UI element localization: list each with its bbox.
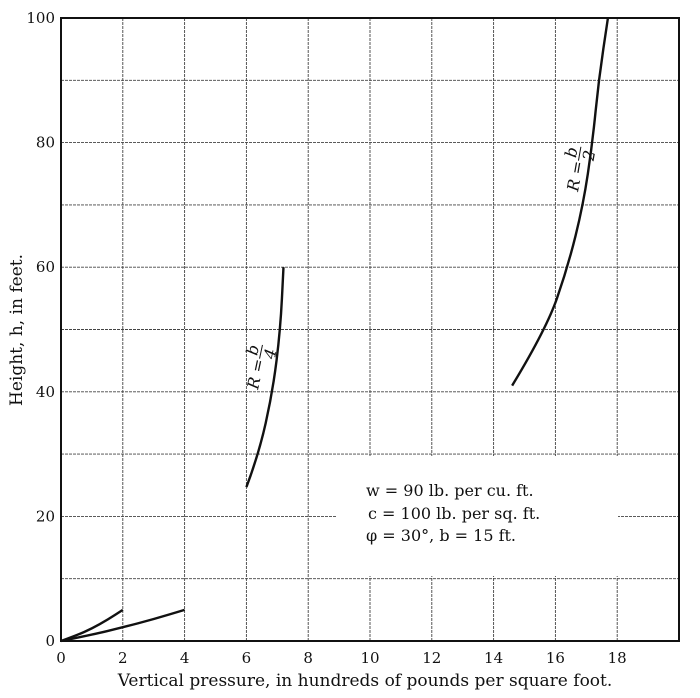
annotation-line-1: w = 90 lb. per cu. ft. — [366, 481, 534, 500]
x-tick-label: 6 — [242, 649, 252, 667]
series-group — [60, 17, 610, 643]
plot-frame — [60, 17, 680, 642]
annotation-line-3: φ = 30°, b = 15 ft. — [366, 526, 516, 545]
curve-label: R =b2 — [561, 146, 600, 194]
y-tick-label: 20 — [36, 507, 55, 525]
x-tick-label: 2 — [118, 649, 128, 667]
fraction-bar — [259, 344, 263, 359]
curve-label-denominator: 2 — [579, 149, 600, 163]
fraction-bar — [577, 146, 582, 161]
x-tick-label: 4 — [180, 649, 190, 667]
curve-label-lhs: R = — [563, 159, 587, 193]
curve-label-denominator: 4 — [260, 347, 281, 362]
y-tick-label: 80 — [36, 134, 55, 152]
y-axis-label: Height, h, in feet. — [7, 254, 27, 406]
x-axis-label: Vertical pressure, in hundreds of pounds… — [117, 671, 613, 691]
series-line-4 — [511, 17, 610, 387]
x-tick-label: 10 — [360, 649, 379, 667]
y-tick-label: 60 — [36, 258, 55, 276]
curve-label-numerator: b — [561, 146, 581, 159]
x-tick-label: 12 — [422, 649, 441, 667]
series-line-1 — [60, 608, 124, 643]
x-tick-label: 8 — [303, 649, 313, 667]
grid — [61, 18, 679, 641]
y-tick-label: 40 — [36, 383, 55, 401]
series-line-3 — [245, 267, 285, 488]
curve-label-lhs: R = — [243, 357, 268, 392]
y-tick-label: 100 — [26, 9, 55, 27]
annotation-line-2: c = 100 lb. per sq. ft. — [368, 504, 540, 523]
y-tick-label: 0 — [45, 632, 55, 650]
series-line-2 — [60, 608, 185, 643]
curve-label-numerator: b — [242, 343, 263, 357]
x-tick-label: 14 — [484, 649, 503, 667]
x-tick-label: 18 — [608, 649, 627, 667]
annotation-box — [336, 456, 618, 576]
curve-labels: R =b4R =b2 — [242, 146, 600, 392]
tick-labels: 0 2 4 6 8 10 12 14 16 18 0 20 40 60 80 100 — [26, 9, 626, 667]
x-tick-label: 16 — [546, 649, 565, 667]
curve-label: R =b4 — [242, 343, 281, 392]
x-tick-label: 0 — [56, 649, 66, 667]
